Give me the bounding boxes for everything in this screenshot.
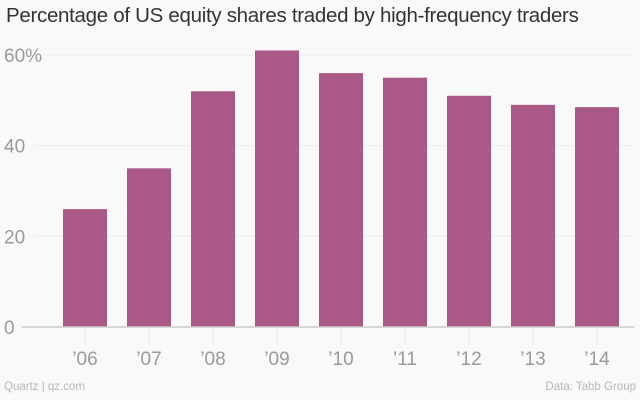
bar: [575, 107, 619, 327]
x-tick-label: ’12: [456, 349, 481, 370]
bars: [63, 50, 619, 328]
y-tick-label: 60%: [4, 46, 42, 67]
x-tick-label: ’13: [520, 349, 545, 370]
y-tick-label: 20: [4, 227, 25, 248]
x-tick-label: ’09: [264, 349, 289, 370]
x-axis-ticks: ’06 ’07 ’08 ’09 ’10 ’11 ’12 ’13 ’14: [72, 329, 610, 370]
chart-title: Percentage of US equity shares traded by…: [6, 4, 579, 27]
x-tick-label: ’11: [393, 349, 417, 370]
source-credit: Quartz | qz.com: [4, 381, 85, 393]
x-tick-label: ’07: [136, 349, 161, 370]
y-tick-label: 40: [4, 137, 25, 158]
y-tick-label: 0: [4, 318, 15, 339]
bar: [511, 104, 555, 327]
data-source: Data: Tabb Group: [545, 381, 636, 393]
bar: [255, 50, 299, 327]
x-tick-label: ’08: [200, 349, 225, 370]
bar: [63, 209, 107, 327]
bar: [383, 77, 427, 328]
x-tick-label: ’14: [584, 349, 610, 370]
x-tick-label: ’10: [328, 349, 353, 370]
bar: [319, 73, 363, 327]
bar: [447, 95, 491, 327]
bar: [191, 91, 235, 328]
bar: [127, 168, 171, 327]
x-tick-label: ’06: [72, 349, 97, 370]
y-axis-ticks: 0 20 40 60%: [4, 46, 42, 339]
